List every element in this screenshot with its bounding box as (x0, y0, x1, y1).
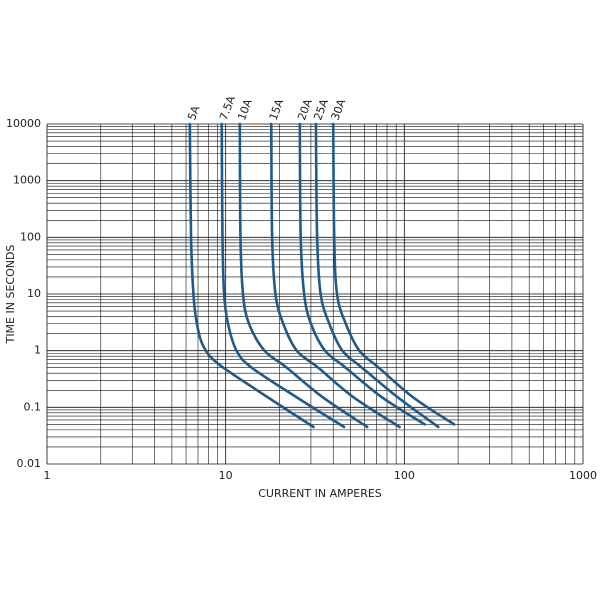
series-label: 15A (267, 97, 287, 122)
curve (220, 122, 346, 429)
series-label: 5A (185, 104, 202, 123)
y-tick-label: 1000 (13, 174, 41, 187)
x-tick-label: 1 (44, 469, 51, 482)
curve (188, 122, 315, 429)
y-tick-label: 1 (34, 344, 41, 357)
series-label: 10A (235, 97, 255, 122)
y-tick-label: 0.01 (17, 457, 42, 470)
x-tick-label: 100 (394, 469, 415, 482)
x-tick-label: 10 (219, 469, 233, 482)
x-axis-label: CURRENT IN AMPERES (258, 487, 382, 500)
series-label: 30A (329, 97, 349, 122)
curve (269, 122, 401, 429)
curve (238, 122, 369, 429)
curve (298, 122, 426, 426)
curve (314, 122, 440, 429)
curve (331, 122, 456, 426)
y-tick-label: 100 (20, 230, 41, 243)
y-tick-label: 10 (27, 287, 41, 300)
y-tick-label: 10000 (6, 117, 41, 130)
y-tick-label: 0.1 (24, 400, 42, 413)
x-tick-label: 1000 (569, 469, 597, 482)
y-axis-label: TIME IN SECONDS (4, 245, 17, 345)
